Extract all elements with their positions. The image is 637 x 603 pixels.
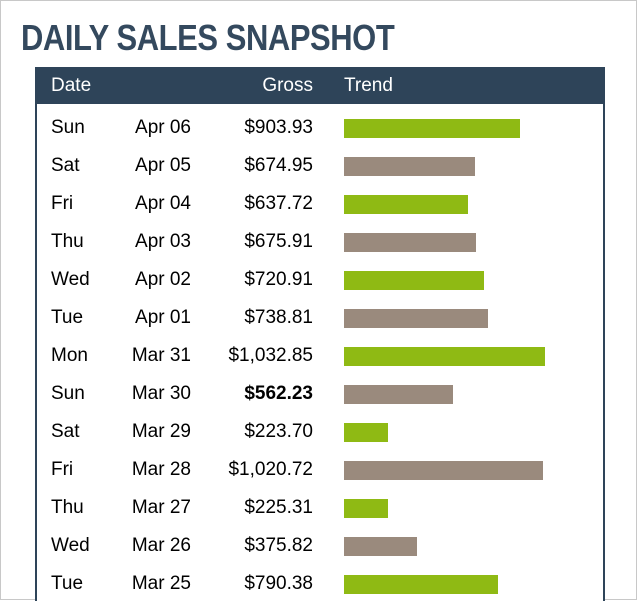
table-header: Date Gross Trend — [35, 67, 605, 104]
row-date: Mar 31 — [131, 345, 191, 366]
row-gross: $738.81 — [244, 307, 313, 328]
row-day: Sun — [51, 117, 85, 138]
row-day: Sat — [51, 421, 80, 442]
sales-table: Date Gross Trend Sun Apr 06 $903.93 Sat Apr … — [35, 67, 605, 601]
trend-bar — [344, 271, 484, 290]
row-day: Fri — [51, 193, 74, 214]
trend-bar — [344, 119, 520, 138]
row-gross: $375.82 — [244, 535, 313, 556]
table-row: Sat Mar 29 $223.70 — [37, 413, 603, 451]
trend-bar — [344, 575, 498, 594]
row-date: Apr 04 — [135, 193, 191, 214]
row-date: Mar 27 — [131, 497, 191, 518]
row-day: Thu — [51, 497, 84, 518]
header-trend: Trend — [344, 75, 393, 96]
header-gross: Gross — [262, 75, 313, 96]
row-day: Tue — [51, 307, 84, 328]
table-row: Fri Mar 28 $1,020.72 — [37, 451, 603, 489]
trend-bar — [344, 385, 453, 404]
row-gross: $674.95 — [244, 155, 313, 176]
row-gross: $1,032.85 — [228, 345, 313, 366]
trend-bar — [344, 157, 475, 176]
row-gross: $675.91 — [244, 231, 313, 252]
row-gross: $637.72 — [244, 193, 313, 214]
trend-bar — [344, 499, 388, 518]
table-row: Thu Mar 27 $225.31 — [37, 489, 603, 527]
table-row: Wed Mar 26 $375.82 — [37, 527, 603, 565]
row-gross: $225.31 — [244, 497, 313, 518]
table-row: Mon Mar 31 $1,032.85 — [37, 337, 603, 375]
row-date: Apr 05 — [135, 155, 191, 176]
trend-bar — [344, 309, 488, 328]
row-gross: $223.70 — [244, 421, 313, 442]
page-title: DAILY SALES SNAPSHOT — [21, 17, 395, 58]
table-row: Tue Apr 01 $738.81 — [37, 299, 603, 337]
row-day: Fri — [51, 459, 74, 480]
row-day: Wed — [51, 535, 90, 556]
row-gross: $1,020.72 — [228, 459, 313, 480]
row-gross: $720.91 — [244, 269, 313, 290]
row-date: Mar 30 — [131, 383, 191, 404]
row-date: Apr 06 — [135, 117, 191, 138]
trend-bar — [344, 233, 476, 252]
row-gross: $790.38 — [244, 573, 313, 594]
trend-bar — [344, 461, 543, 480]
row-day: Sun — [51, 383, 85, 404]
row-date: Apr 01 — [135, 307, 191, 328]
header-date: Date — [51, 75, 92, 96]
table-row: Sun Mar 30 $562.23 — [37, 375, 603, 413]
row-day: Mon — [51, 345, 88, 366]
row-date: Apr 03 — [135, 231, 191, 252]
table-row: Fri Apr 04 $637.72 — [37, 185, 603, 223]
row-date: Apr 02 — [135, 269, 191, 290]
row-date: Mar 25 — [131, 573, 191, 594]
table-row: Thu Apr 03 $675.91 — [37, 223, 603, 261]
trend-bar — [344, 347, 545, 366]
trend-bar — [344, 195, 468, 214]
table-row: Sat Apr 05 $674.95 — [37, 147, 603, 185]
row-date: Mar 29 — [131, 421, 191, 442]
row-day: Tue — [51, 573, 84, 594]
row-day: Wed — [51, 269, 90, 290]
row-date: Mar 28 — [131, 459, 191, 480]
table-row: Sun Apr 06 $903.93 — [37, 109, 603, 147]
row-gross: $562.23 — [244, 383, 313, 404]
table-row: Wed Apr 02 $720.91 — [37, 261, 603, 299]
trend-bar — [344, 537, 417, 556]
table-row: Tue Mar 25 $790.38 — [37, 565, 603, 603]
row-day: Thu — [51, 231, 84, 252]
row-gross: $903.93 — [244, 117, 313, 138]
row-day: Sat — [51, 155, 80, 176]
trend-bar — [344, 423, 388, 442]
row-date: Mar 26 — [131, 535, 191, 556]
